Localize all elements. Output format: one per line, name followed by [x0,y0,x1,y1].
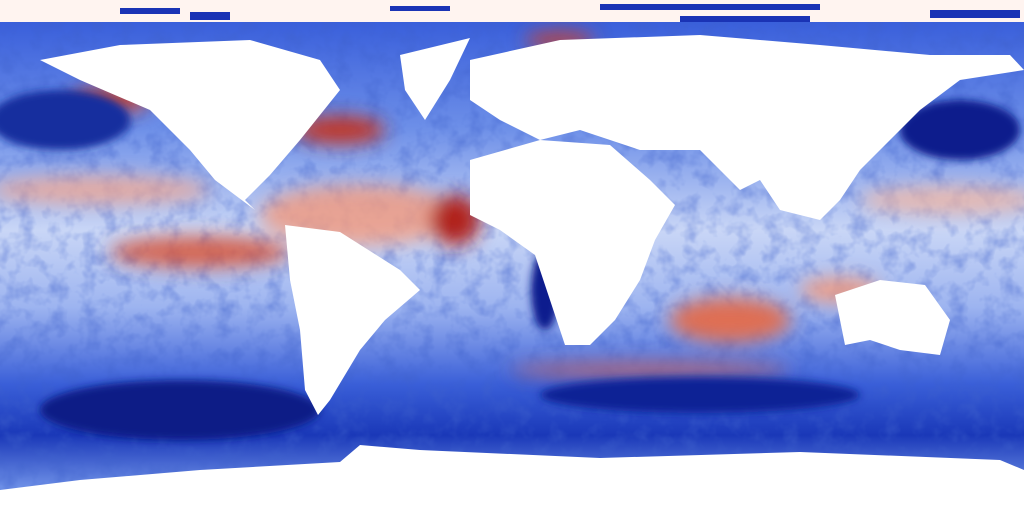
south-america [285,225,420,415]
ice-patch [390,6,450,11]
north-america [40,40,340,225]
africa [470,140,675,345]
antarctica [0,445,1024,512]
greenland [400,38,470,120]
australia [835,280,950,355]
sea-ice-edge [120,4,1020,22]
eurasia [470,35,1024,220]
ice-patch [600,4,820,10]
cold-anomalies [0,90,1020,440]
ice-patch [120,8,180,14]
ice-patch [190,12,230,20]
ice-patch [930,10,1020,18]
ice-patch [680,16,810,22]
